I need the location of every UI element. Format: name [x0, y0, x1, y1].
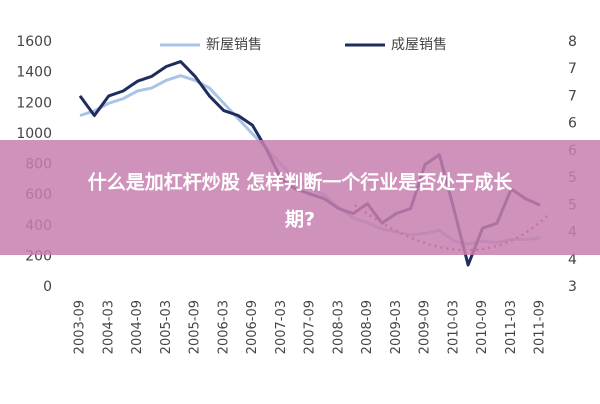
- x-tick-label: 2005-09: [188, 300, 203, 354]
- x-tick-label: 2008-03: [331, 300, 346, 354]
- x-tick-label: 2003-09: [73, 300, 88, 354]
- x-tick-label: 2009-09: [418, 300, 433, 354]
- y-tick-label: 1200: [16, 95, 52, 111]
- x-tick-label: 2004-09: [130, 300, 145, 354]
- y2-tick-label: 7: [568, 88, 577, 104]
- x-tick-label: 2010-03: [446, 300, 461, 354]
- y2-tick-label: 4: [568, 252, 577, 268]
- y-tick-label: 1000: [16, 126, 52, 142]
- x-tick-label: 2006-03: [216, 300, 231, 354]
- banner-text: 期?: [285, 209, 315, 231]
- x-tick-label: 2009-03: [389, 300, 404, 354]
- x-tick-label: 2010-09: [475, 300, 490, 354]
- y-tick-label: 0: [43, 279, 52, 295]
- y2-tick-label: 3: [568, 279, 577, 295]
- y-tick-label: 1400: [16, 65, 52, 81]
- y-tick-label: 1600: [16, 34, 52, 50]
- legend-label: 成屋销售: [391, 37, 447, 53]
- x-tick-label: 2008-09: [360, 300, 375, 354]
- legend-label: 新屋销售: [206, 37, 262, 53]
- banner-text: 什么是加杠杆炒股 怎样判断一个行业是否处于成长: [88, 171, 514, 194]
- x-tick-label: 2006-09: [245, 300, 260, 354]
- x-tick-label: 2011-03: [504, 300, 519, 354]
- y2-tick-label: 6: [568, 116, 577, 132]
- x-tick-label: 2004-03: [101, 300, 116, 354]
- y2-tick-label: 8: [568, 34, 577, 50]
- y2-tick-label: 7: [568, 61, 577, 77]
- x-tick-label: 2007-03: [274, 300, 289, 354]
- x-tick-label: 2011-09: [533, 300, 548, 354]
- x-tick-label: 2007-09: [303, 300, 318, 354]
- x-tick-label: 2005-03: [159, 300, 174, 354]
- banner: [0, 140, 600, 255]
